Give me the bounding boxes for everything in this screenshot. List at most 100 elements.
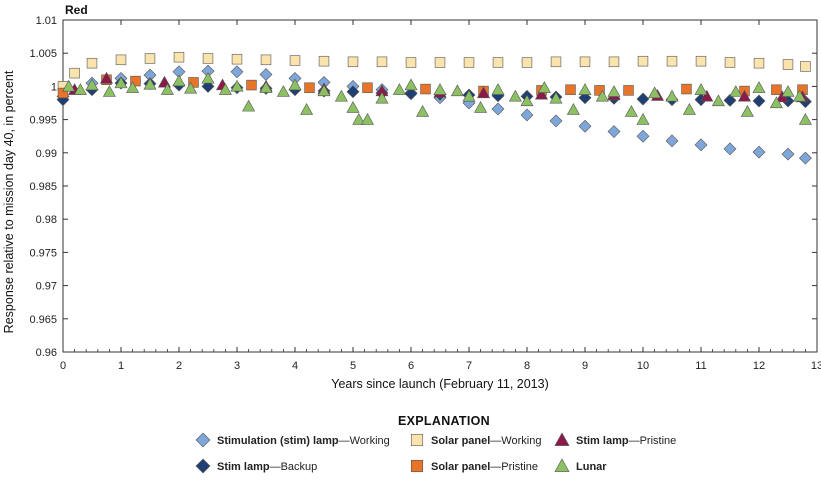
lunar-point	[73, 83, 87, 95]
lunar-point	[508, 89, 522, 102]
x-tick-label: 3	[234, 360, 240, 372]
legend-entry-solar-working: Solar panel—Working	[410, 433, 541, 447]
solar-pristine-point	[420, 83, 431, 95]
legend-label-rest: —Working	[490, 435, 541, 447]
x-tick-label: 13	[811, 360, 821, 372]
lunar-point	[752, 81, 766, 93]
x-tick-label: 0	[60, 360, 66, 372]
x-tick-label: 8	[524, 360, 530, 372]
solar-working-point	[695, 55, 707, 67]
x-tick-label: 5	[350, 360, 356, 372]
lunar-point	[62, 79, 76, 92]
stim-working-point	[259, 68, 273, 81]
lunar-point	[300, 103, 314, 115]
lunar-point	[143, 77, 157, 90]
solar-pristine-point	[57, 87, 69, 99]
y-axis-label: Response relative to mission day 40, in …	[2, 70, 16, 333]
solar-working-point	[347, 56, 359, 68]
y-tick-label: 1.01	[36, 15, 57, 27]
lunar-point	[85, 78, 99, 91]
lunar-point	[404, 78, 418, 91]
lunar-point	[729, 85, 743, 97]
solar-working-point	[608, 56, 620, 68]
x-tick-label: 12	[753, 360, 765, 372]
solar-working-point	[86, 57, 98, 69]
solar-working-point	[231, 53, 243, 65]
legend-label-rest: —Working	[339, 435, 390, 447]
lunar-point	[114, 76, 128, 89]
y-tick-label: 0.98	[36, 214, 57, 226]
y-tick-label: 0.96	[36, 347, 57, 359]
y-tick-label: 0.975	[29, 247, 57, 259]
solar-pristine-point	[681, 83, 692, 95]
legend-marker-solar-pristine	[410, 459, 424, 473]
solar-pristine-point	[362, 82, 373, 93]
legend-label-bold: Lunar	[576, 461, 607, 473]
lunar-point	[769, 96, 783, 109]
stim-pristine-point	[476, 86, 491, 99]
solar-pristine-point	[246, 79, 257, 91]
lunar-point	[450, 84, 464, 97]
lunar-point	[416, 105, 430, 117]
series-solar-working	[57, 51, 811, 92]
chart-title: Red	[65, 3, 88, 17]
solar-pristine-point	[130, 75, 141, 87]
x-tick-label: 7	[466, 360, 472, 372]
lunar-point	[798, 112, 812, 125]
solar-working-point	[666, 55, 678, 67]
legend-marker-solar-working	[410, 433, 424, 447]
y-tick-label: 1	[51, 81, 57, 93]
stim-pristine-point	[99, 71, 114, 84]
solar-pristine-point	[565, 84, 576, 95]
solar-working-point	[69, 67, 80, 79]
lunar-point	[102, 85, 116, 97]
y-tick-label: 0.965	[29, 314, 57, 326]
legend-label: Solar panel—Pristine	[431, 461, 538, 473]
stim-backup-point	[723, 93, 737, 107]
lunar-point	[334, 89, 348, 102]
stim-working-point	[752, 145, 766, 159]
lunar-point	[648, 86, 662, 99]
solar-working-point	[202, 53, 214, 64]
lunar-point	[793, 89, 807, 102]
lunar-point	[781, 85, 795, 97]
lunar-point	[624, 105, 638, 117]
stim-working-point	[578, 119, 592, 133]
legend-entry-stim-pristine: Stim lamp—Pristine	[554, 432, 676, 447]
lunar-point	[566, 103, 580, 115]
stim-working-point	[798, 151, 812, 165]
stim-backup-point	[346, 85, 360, 99]
legend-label: Lunar	[576, 461, 607, 473]
lunar-point	[392, 83, 406, 95]
stim-pristine-point	[700, 89, 714, 102]
lunar-point	[537, 81, 551, 93]
legend-label: Stim lamp—Pristine	[576, 435, 676, 447]
lunar-point	[607, 85, 621, 97]
x-tick-label: 1	[118, 360, 124, 372]
legend-marker-lunar	[554, 458, 570, 472]
solar-working-point	[115, 54, 127, 66]
stim-working-point	[636, 129, 650, 143]
x-axis-label: Years since launch (February 11, 2013)	[331, 377, 549, 391]
stim-working-point	[607, 125, 621, 138]
legend-label-bold: Solar panel	[431, 435, 490, 447]
solar-working-point	[753, 57, 765, 69]
lunar-point	[375, 91, 389, 104]
legend-label-rest: —Pristine	[629, 435, 677, 447]
lunar-point	[160, 83, 174, 95]
x-tick-label: 2	[176, 360, 182, 372]
legend-label-bold: Stimulation (stim) lamp	[217, 435, 339, 447]
lunar-point	[474, 101, 488, 113]
solar-pristine-point	[623, 85, 634, 96]
stim-working-point	[723, 142, 737, 156]
x-axis: 0 1 2 3 4 5 6 7 8 9 10 11 12 13	[60, 20, 821, 372]
lunar-point	[126, 81, 140, 93]
lunar-point	[595, 89, 609, 102]
lunar-point	[578, 83, 592, 95]
lunar-point	[184, 81, 198, 94]
legend-label-bold: Stim lamp	[576, 435, 629, 447]
lunar-point	[352, 112, 366, 125]
series-lunar	[62, 71, 812, 125]
solar-pristine-point	[771, 84, 782, 95]
